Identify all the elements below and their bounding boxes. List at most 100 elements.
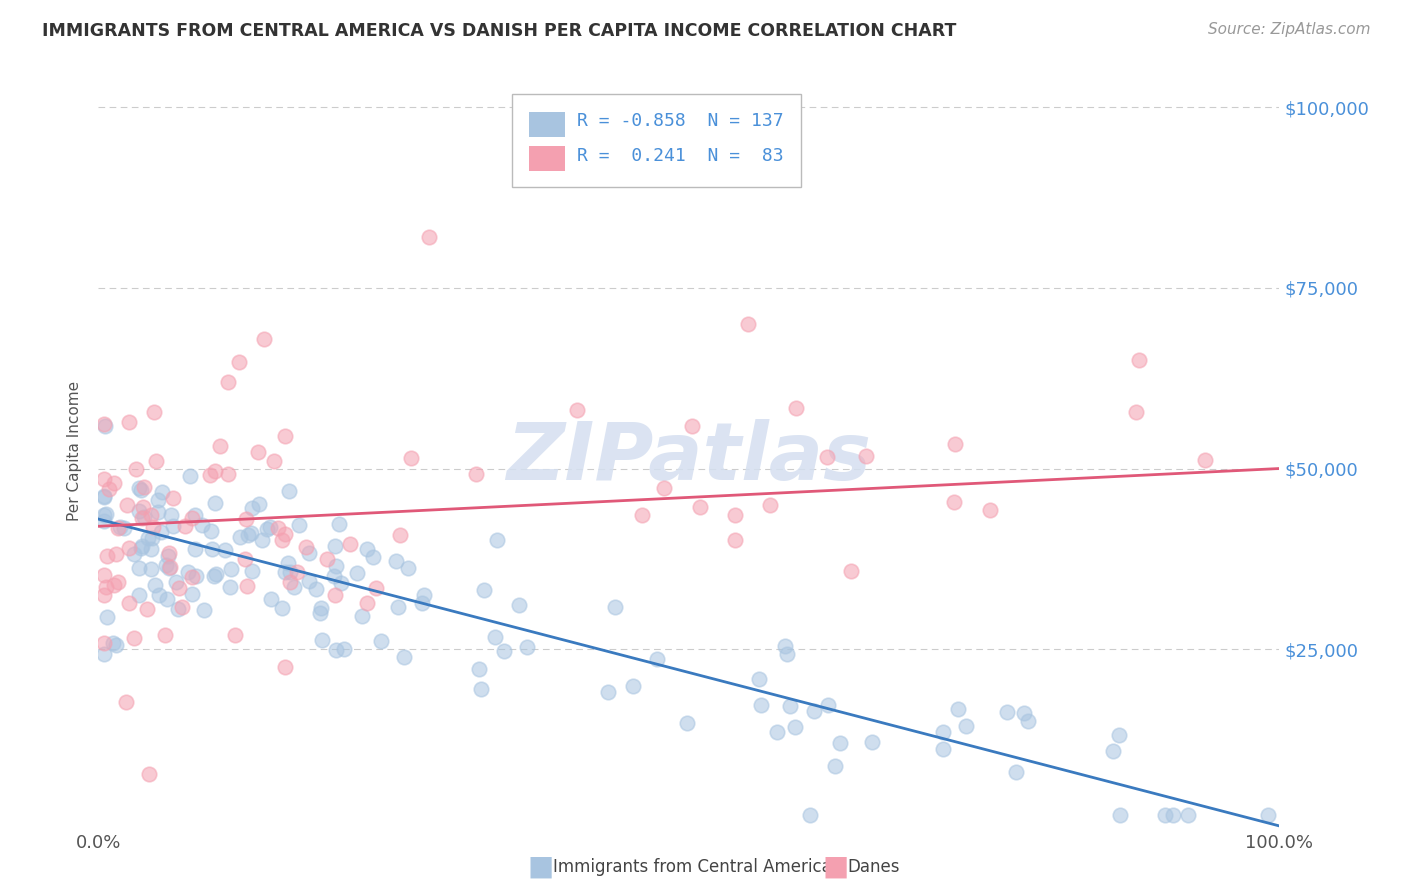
Point [329,575,352,590]
Point [176,565,198,579]
Point [181,570,204,584]
Point [399,451,422,466]
Point [492,644,515,658]
Point [465,467,488,481]
Point [93,514,115,528]
Point [115,499,138,513]
Text: ■: ■ [527,853,554,881]
Point [159,560,181,574]
Point [228,355,250,369]
Point [256,522,278,536]
Point [737,317,759,331]
Point [676,716,699,731]
Point [325,558,347,573]
Point [96,610,118,624]
Point [356,542,378,557]
Point [239,526,262,541]
Point [765,724,787,739]
Point [278,574,301,589]
Point [472,582,495,597]
Point [759,498,782,512]
Point [118,541,141,555]
Point [184,569,207,583]
Point [233,552,256,566]
Point [136,531,159,545]
Point [125,462,148,476]
Point [134,510,156,524]
Point [198,467,221,482]
Point [110,520,132,534]
Point [536,158,558,172]
Point [247,497,270,511]
Point [295,540,318,554]
Point [508,598,530,612]
Point [309,606,332,620]
Point [124,631,146,645]
Point [325,643,347,657]
Point [107,521,129,535]
Point [271,600,294,615]
Point [167,602,190,616]
Point [103,476,125,491]
Point [104,638,127,652]
Point [250,533,273,548]
FancyBboxPatch shape [530,112,565,136]
Point [385,554,408,568]
Point [118,596,141,610]
Point [392,650,415,665]
Point [1194,452,1216,467]
Point [748,673,770,687]
Point [142,520,165,534]
Point [156,549,179,563]
Point [217,375,239,389]
FancyBboxPatch shape [530,146,565,171]
Point [132,500,155,515]
Point [323,540,346,554]
Point [749,698,772,712]
Point [645,652,668,666]
Point [828,736,851,750]
Point [396,561,419,575]
Point [776,647,799,661]
Point [1177,808,1199,822]
Point [516,640,538,654]
Point [141,532,163,546]
Point [484,630,506,644]
Point [485,533,508,547]
Point [470,681,492,696]
Point [1161,808,1184,822]
Point [323,569,346,583]
Point [172,599,194,614]
Point [150,524,173,539]
Point [328,516,350,531]
Point [283,580,305,594]
Point [785,401,807,415]
Point [468,662,491,676]
Point [204,495,226,509]
Point [114,695,136,709]
Point [236,579,259,593]
Point [221,562,243,576]
Point [263,453,285,467]
Point [229,530,252,544]
Point [145,453,167,467]
Point [93,490,115,504]
Point [94,419,117,434]
Point [129,541,152,556]
Point [799,808,821,822]
Point [132,480,155,494]
Point [1005,764,1028,779]
Point [139,542,162,557]
Text: Immigrants from Central America: Immigrants from Central America [553,858,831,876]
Point [323,588,346,602]
Point [159,508,181,522]
Point [157,545,180,559]
Point [311,633,333,648]
Point [277,484,299,499]
Point [240,565,263,579]
Point [128,561,150,575]
Point [855,449,877,463]
Point [1012,706,1035,721]
Point [652,481,675,495]
Point [93,568,115,582]
